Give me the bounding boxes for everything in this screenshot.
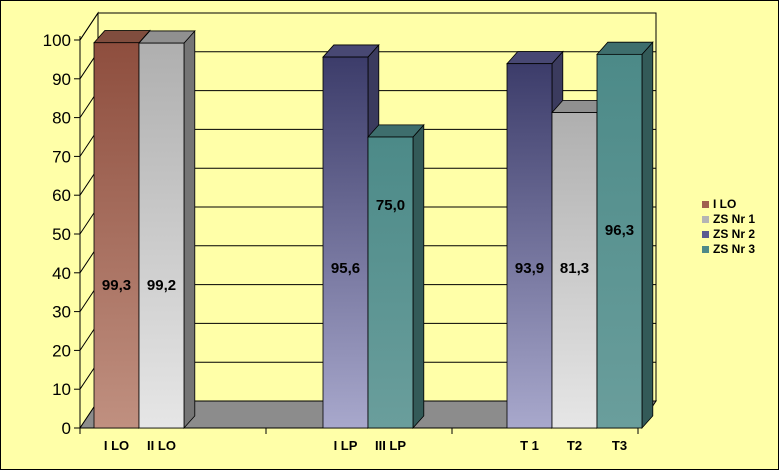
x-tick-label: T2: [567, 438, 582, 453]
legend-label: ZS Nr 2: [713, 227, 755, 241]
legend-swatch: [702, 216, 709, 223]
bar: 99,2: [138, 29, 196, 430]
y-tick-label: 30: [52, 303, 71, 322]
data-label: 81,3: [560, 260, 589, 277]
data-label: 96,3: [605, 222, 634, 239]
data-label: 99,2: [147, 277, 176, 294]
x-tick-label: I LP: [334, 438, 358, 453]
legend-label: ZS Nr 1: [713, 212, 755, 226]
data-label: 93,9: [515, 260, 544, 277]
x-tick-label: T 1: [520, 438, 539, 453]
y-tick-label: 40: [52, 264, 71, 283]
bar-front: [506, 63, 553, 429]
legend-item: ZS Nr 1: [702, 212, 755, 226]
y-tick-label: 100: [43, 31, 71, 50]
y-tick-label: 60: [52, 186, 71, 205]
bar-side: [183, 29, 196, 430]
legend-swatch: [702, 231, 709, 238]
data-label: 75,0: [376, 197, 405, 214]
y-tick-label: 70: [52, 147, 71, 166]
bar-front: [596, 53, 643, 429]
x-axis: I LO II LO I LP III LP T 1 T2 T3: [79, 427, 639, 453]
legend-item: ZS Nr 2: [702, 227, 755, 241]
bar-front: [93, 42, 140, 429]
bars: 99,3 99,2 95,6 75,0 93,9 81,3 96,3: [93, 29, 654, 430]
legend-item: I LO: [702, 197, 736, 211]
bar-front: [322, 56, 369, 429]
x-tick-label: T3: [612, 438, 627, 453]
legend-label: ZS Nr 3: [713, 242, 755, 256]
legend-swatch: [702, 201, 709, 208]
bar-side: [412, 123, 425, 430]
legend-label: I LO: [713, 197, 736, 211]
x-tick-label: II LO: [147, 438, 176, 453]
bar: 96,3: [596, 41, 654, 430]
data-label: 95,6: [331, 260, 360, 277]
legend-swatch: [702, 246, 709, 253]
y-tick-label: 10: [52, 380, 71, 399]
y-tick-label: 90: [52, 70, 71, 89]
y-tick-label: 80: [52, 109, 71, 128]
data-label: 99,3: [102, 277, 131, 294]
y-axis: 0 10 20 30 40 50 60 70 80 90 100: [43, 31, 81, 438]
bar-side: [641, 41, 654, 430]
bar-front: [138, 42, 185, 429]
x-tick-label: I LO: [104, 438, 129, 453]
x-tick-label: III LP: [375, 438, 406, 453]
bar-front: [551, 112, 598, 429]
y-tick-label: 20: [52, 341, 71, 360]
y-tick-label: 50: [52, 225, 71, 244]
bar-front: [367, 136, 414, 429]
gridline: [79, 12, 656, 41]
bar: 75,0: [367, 123, 425, 430]
y-tick-label: 0: [62, 419, 71, 438]
legend-item: ZS Nr 3: [702, 242, 755, 256]
